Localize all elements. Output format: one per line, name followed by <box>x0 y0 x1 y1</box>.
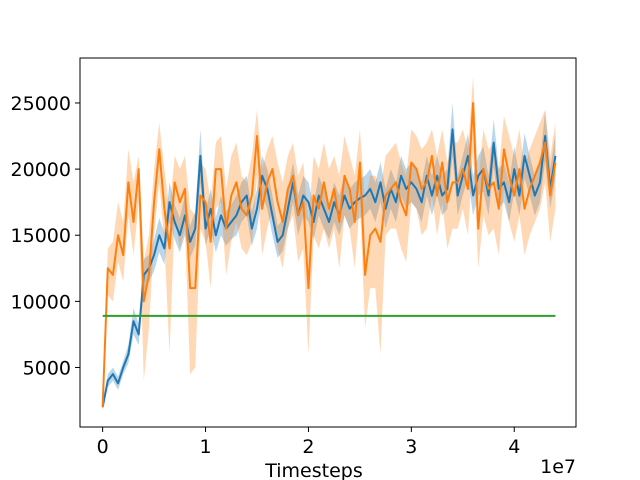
x-axis-title: Timesteps <box>264 460 363 480</box>
x-tick-label: 2 <box>302 436 314 458</box>
y-tick-label: 15000 <box>11 225 71 247</box>
series-1-line <box>101 101 557 408</box>
y-tick-label: 5000 <box>23 357 71 379</box>
x-tick-label: 0 <box>97 436 109 458</box>
x-tick-label: 1 <box>199 436 211 458</box>
x-axis-offset-label: 1e7 <box>540 456 576 478</box>
series-0-line <box>101 128 557 408</box>
y-tick-label: 25000 <box>11 93 71 115</box>
x-tick-label: 3 <box>405 436 417 458</box>
y-axis: 5000 10000 15000 20000 25000 <box>11 93 80 379</box>
y-tick-label: 10000 <box>11 291 71 313</box>
x-axis: 0 1 2 3 4 <box>97 427 520 458</box>
axes-frame <box>79 57 577 428</box>
x-tick-label: 4 <box>508 436 520 458</box>
y-tick-label: 20000 <box>11 159 71 181</box>
plot-area <box>101 76 557 410</box>
series-0-band <box>102 102 556 410</box>
series-1-band <box>102 76 556 410</box>
